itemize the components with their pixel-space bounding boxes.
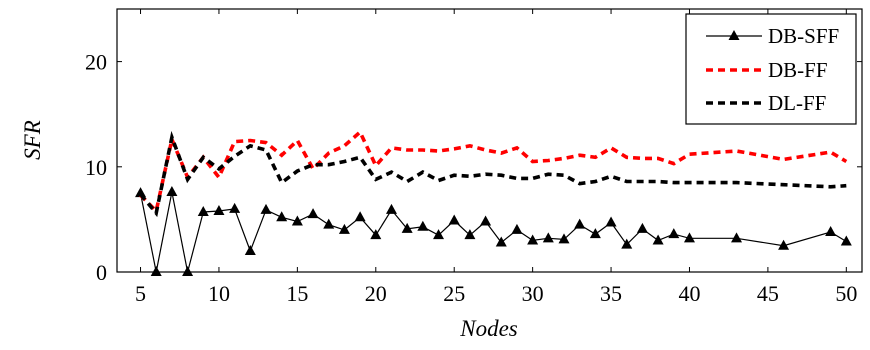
data-point-db-sff: [589, 228, 601, 239]
x-tick-label: 15: [286, 281, 308, 306]
data-point-db-sff: [150, 266, 162, 276]
data-point-db-sff: [370, 229, 382, 240]
data-point-db-sff: [652, 234, 664, 245]
data-point-db-sff: [731, 232, 743, 243]
data-point-db-sff: [778, 239, 790, 250]
data-point-db-sff: [182, 266, 194, 276]
data-point-db-sff: [574, 218, 586, 229]
data-point-db-sff: [307, 208, 319, 219]
x-tick-label: 20: [365, 281, 387, 306]
legend: DB-SFF DB-FF DL-FF: [685, 13, 857, 125]
data-point-db-sff: [433, 229, 445, 240]
data-point-db-sff: [385, 203, 397, 214]
data-point-db-sff: [825, 226, 837, 237]
data-point-db-sff: [605, 216, 617, 227]
x-tick-label: 45: [757, 281, 779, 306]
data-point-db-sff: [542, 232, 554, 243]
data-point-db-sff: [213, 204, 225, 215]
y-tick-label: 20: [85, 50, 107, 75]
legend-label-dl-ff: DL-FF: [768, 91, 826, 115]
data-point-db-sff: [527, 234, 539, 245]
series-line-dl-ff: [139, 130, 847, 218]
y-tick-label: 0: [96, 260, 107, 285]
series-line-db-ff: [139, 129, 848, 215]
series-line-db-sff: [139, 191, 847, 273]
plot-frame: [116, 8, 863, 273]
data-point-db-sff: [840, 235, 852, 246]
data-point-db-sff: [636, 222, 648, 233]
data-point-db-sff: [244, 244, 256, 255]
data-point-db-sff: [683, 232, 695, 243]
x-tick-label: 50: [835, 281, 857, 306]
data-point-db-sff: [464, 229, 476, 240]
data-point-db-sff: [291, 215, 303, 226]
x-axis-label: Nodes: [459, 316, 518, 341]
data-point-db-sff: [480, 215, 492, 226]
data-point-db-sff: [354, 211, 366, 222]
x-tick-label: 10: [208, 281, 230, 306]
data-point-db-sff: [495, 236, 507, 247]
data-point-db-sff: [338, 223, 350, 234]
legend-label-db-sff: DB-SFF: [768, 24, 839, 48]
data-point-db-sff: [260, 203, 272, 214]
legend-label-db-ff: DB-FF: [768, 58, 828, 82]
data-point-db-sff: [135, 187, 147, 198]
data-point-db-sff: [558, 233, 570, 244]
legend-triangle-marker: [728, 30, 740, 40]
x-tick-label: 30: [522, 281, 544, 306]
legend-box: [685, 13, 857, 125]
data-point-db-sff: [511, 223, 523, 234]
data-point-db-sff: [401, 222, 413, 233]
data-point-db-sff: [276, 211, 288, 222]
data-point-db-sff: [448, 214, 460, 225]
data-point-db-sff: [323, 218, 335, 229]
x-tick-label: 35: [600, 281, 622, 306]
y-axis-label: SFR: [20, 120, 45, 160]
data-point-db-sff: [621, 238, 633, 249]
data-point-db-sff: [668, 228, 680, 239]
data-point-db-sff: [197, 206, 209, 217]
y-tick-label: 10: [85, 155, 107, 180]
x-tick-label: 25: [443, 281, 465, 306]
data-point-db-sff: [229, 202, 241, 213]
data-point-db-sff: [417, 220, 429, 231]
data-point-db-sff: [166, 186, 178, 197]
x-tick-label: 5: [135, 281, 146, 306]
x-tick-label: 40: [678, 281, 700, 306]
